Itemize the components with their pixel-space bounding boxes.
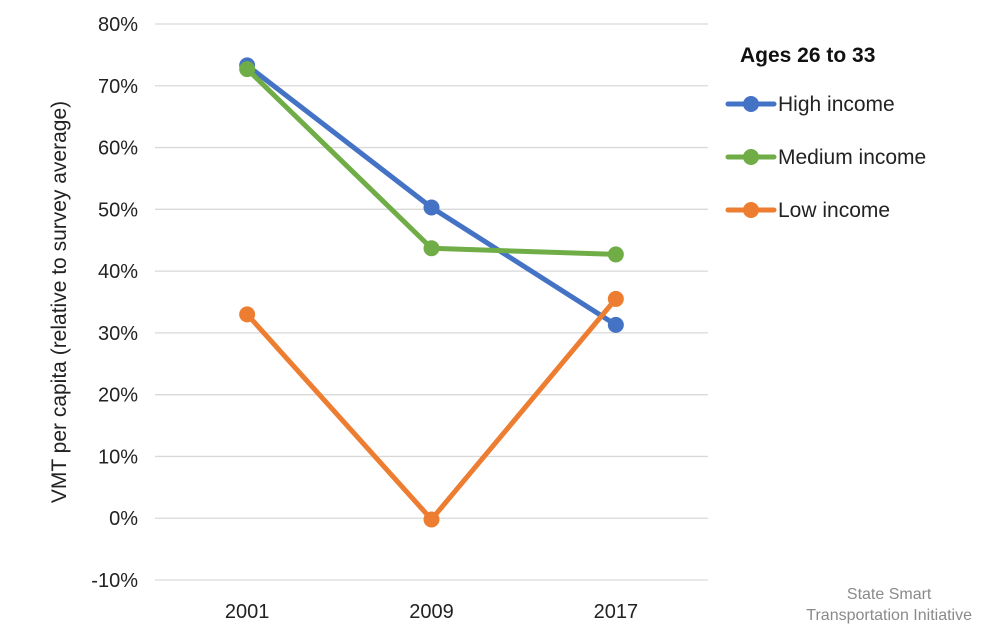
x-tick-label: 2001 [225,601,270,623]
legend-items: High income Medium income Low income [725,93,926,222]
data-point-low-income [607,290,624,307]
y-axis-label: VMT per capita (relative to survey avera… [48,101,71,503]
data-point-medium-income [239,61,256,78]
y-tick-label: -10% [91,570,138,592]
legend: Ages 26 to 33 High income Medium income Lo… [725,44,926,222]
series-high-income [239,57,624,333]
legend-label: Medium income [778,146,926,169]
legend-swatch-marker [743,202,759,218]
series-line-low-income [244,296,619,522]
legend-item-medium-income: Medium income [725,146,926,169]
credit-line-2: Transportation Initiative [806,607,972,624]
series-line-high-income [244,62,619,328]
y-tick-label: 60% [98,138,138,160]
data-point-low-income [239,306,256,323]
series-low-income [239,290,624,528]
legend-swatch-marker [743,96,759,112]
y-tick-label: 70% [98,76,138,98]
y-tick-label: 50% [98,199,138,221]
y-tick-label: 40% [98,261,138,283]
legend-item-high-income: High income [725,93,895,116]
y-axis-tick-labels: -10% 0% 10% 20% 30% 40% 50% 60% 70% 80% [91,14,138,592]
data-point-low-income [423,511,440,528]
series-medium-income [239,61,624,263]
legend-title: Ages 26 to 33 [740,44,875,67]
credit-line-1: State Smart [846,586,932,603]
legend-swatch-marker [743,149,759,165]
data-point-high-income [607,316,624,333]
y-tick-label: 80% [98,14,138,36]
source-credit: State Smart Transportation Initiative [806,584,972,626]
legend-label: High income [778,93,895,116]
data-point-medium-income [607,246,624,263]
gridlines [155,23,708,581]
legend-label: Low income [778,199,890,222]
x-axis-tick-labels: 2001 2009 2017 [225,601,638,623]
series-line-medium-income [244,66,619,257]
y-tick-label: 20% [98,385,138,407]
y-tick-label: 10% [98,446,138,468]
y-tick-label: 30% [98,323,138,345]
y-tick-label: 0% [109,508,138,530]
legend-item-low-income: Low income [725,199,890,222]
data-point-medium-income [423,240,440,257]
x-tick-label: 2009 [409,601,454,623]
series-lines [239,57,624,528]
data-point-high-income [423,199,440,216]
x-tick-label: 2017 [594,601,639,623]
